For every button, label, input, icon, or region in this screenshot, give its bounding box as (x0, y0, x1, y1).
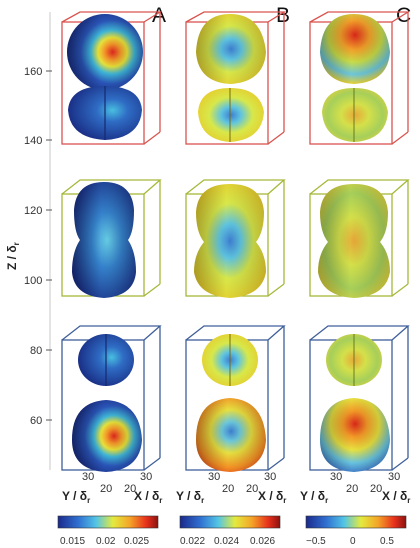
panel-letter-b: B (276, 4, 290, 27)
x-tick-20-c: 20 (370, 483, 382, 495)
z-tick-80: 80 (30, 345, 42, 357)
box-b-top (185, 11, 287, 145)
y-tick-30-c: 30 (330, 471, 342, 483)
colorbar-a: 0.015 0.02 0.025 (57, 515, 159, 547)
y-axis-label-c: Y / δr (300, 489, 328, 505)
x-axis-label-a: X / δr (134, 489, 162, 505)
z-tick-140: 140 (24, 135, 42, 147)
colorbar-c-tick-0: −0.5 (306, 536, 326, 547)
y-axis-label-b: Y / δr (176, 489, 204, 505)
colorbar-b-tick-0: 0.022 (180, 536, 205, 547)
y-tick-30-b: 30 (208, 471, 220, 483)
z-tick-160: 160 (24, 66, 42, 78)
colorbar-c: −0.5 0 0.5 (305, 515, 407, 547)
x-axis-label-b: X / δr (258, 489, 286, 505)
x-axis-label-c: X / δr (382, 489, 410, 505)
colorbar-c-tick-1: 0 (350, 536, 356, 547)
isosurface-c-top-lower (322, 88, 388, 142)
y-tick-20-b: 20 (222, 483, 234, 495)
x-tick-20-a: 20 (124, 483, 136, 495)
column-a (61, 11, 163, 472)
colorbar-a-tick-2: 0.025 (124, 536, 149, 547)
xy-axes-a: 30 20 20 30 Y / δr X / δr (62, 471, 162, 505)
x-tick-30-b: 30 (264, 471, 276, 483)
column-c (309, 11, 411, 472)
y-tick-20-c: 20 (346, 483, 358, 495)
z-tick-120: 120 (24, 205, 42, 217)
z-axis: 160 140 120 100 80 60 Z / δr (5, 12, 52, 470)
colorbar-a-tick-1: 0.02 (96, 536, 116, 547)
panel-letter-a: A (152, 4, 166, 27)
x-tick-30-a: 30 (140, 471, 152, 483)
column-b (185, 11, 287, 472)
colorbar-a-tick-0: 0.015 (60, 536, 85, 547)
x-tick-30-c: 30 (388, 471, 400, 483)
isosurface-b-top-lower (198, 88, 264, 142)
y-axis-label-a: Y / δr (62, 489, 90, 505)
y-tick-30-a: 30 (82, 471, 94, 483)
colorbar-b-tick-1: 0.024 (214, 536, 239, 547)
y-tick-20-a: 20 (100, 483, 112, 495)
colorbar-c-tick-2: 0.5 (380, 536, 394, 547)
xy-axes-b: 30 20 20 30 Y / δr X / δr (176, 471, 286, 505)
xy-axes-c: 30 20 20 30 Y / δr X / δr (300, 471, 410, 505)
z-tick-60: 60 (30, 415, 42, 427)
colorbar-b: 0.022 0.024 0.026 (179, 515, 281, 547)
z-tick-100: 100 (24, 275, 42, 287)
colorbar-b-tick-2: 0.026 (250, 536, 275, 547)
z-axis-label: Z / δr (5, 242, 21, 270)
x-tick-20-b: 20 (246, 483, 258, 495)
